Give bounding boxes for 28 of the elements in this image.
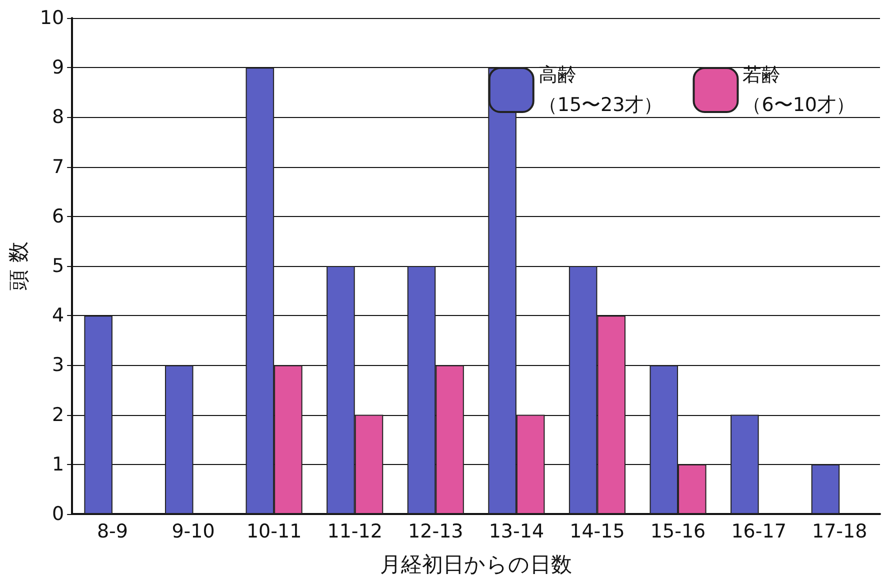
y-tick-label: 4 [52,304,64,327]
y-tick-label: 1 [52,453,64,476]
x-tick-label: 11-12 [327,520,382,542]
y-axis-title: 頭 数 [6,242,30,290]
y-tick-label: 2 [52,404,64,426]
bar [811,464,840,514]
y-tick-label: 0 [52,503,64,525]
y-tick-label: 8 [52,106,64,128]
x-tick-label: 14-15 [570,520,625,542]
y-tick-label: 3 [52,354,64,376]
x-tick-label: 10-11 [246,520,302,542]
x-tick-label: 12-13 [408,520,464,542]
y-tick-label: 9 [52,56,64,79]
x-tick-label: 15-16 [650,520,706,542]
x-tick-label: 9-10 [172,520,215,542]
y-tick-label: 5 [52,255,64,277]
x-tick-label: 13-14 [488,520,544,542]
x-tick-label: 16-17 [731,520,786,542]
y-tick-label: 6 [52,205,64,228]
y-tick-label: 10 [40,7,64,29]
x-axis-title: 月経初日からの日数 [380,552,572,576]
y-tick-label: 7 [52,156,64,178]
x-tick-label: 17-18 [812,520,868,542]
x-tick-label: 8-9 [96,520,128,542]
bar [84,316,112,514]
bar [164,365,194,514]
bar [730,414,759,514]
legend-label: 若齢（6〜10才） [742,64,855,116]
